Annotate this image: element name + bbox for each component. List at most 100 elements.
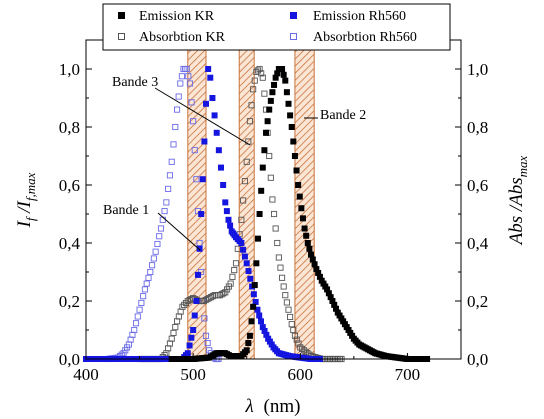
data-point — [261, 147, 268, 154]
x-axis-variable: λ — [245, 396, 254, 417]
data-point — [283, 299, 290, 306]
data-point — [267, 174, 274, 181]
legend-label-absorbtion-kr: Absorbtion KR — [139, 30, 226, 45]
data-point — [131, 326, 138, 334]
data-point — [215, 147, 222, 154]
data-point — [250, 303, 257, 310]
data-point — [248, 318, 255, 325]
data-point — [256, 65, 263, 73]
data-point — [147, 268, 154, 276]
data-point — [280, 71, 287, 78]
data-point — [172, 123, 179, 131]
data-point — [315, 269, 322, 276]
data-point — [205, 66, 212, 72]
y-tick-label-left: 1,0 — [59, 60, 80, 79]
data-point — [333, 305, 339, 312]
data-point — [183, 65, 190, 73]
data-point — [254, 235, 261, 242]
data-point — [227, 280, 234, 287]
data-point — [287, 112, 294, 119]
data-point — [271, 81, 278, 88]
data-point — [250, 291, 257, 298]
data-point — [288, 321, 295, 328]
data-point — [293, 336, 300, 343]
y-axis-left-title: If /If,max — [14, 172, 38, 228]
data-point — [220, 182, 227, 188]
data-point — [243, 158, 250, 165]
data-point — [209, 95, 216, 101]
x-tick-label: 600 — [288, 365, 314, 384]
legend-marker-emission-rh560 — [290, 12, 297, 19]
y-left-mid: /I — [14, 199, 35, 217]
data-point — [196, 239, 203, 247]
data-point — [211, 112, 218, 119]
data-point — [266, 152, 273, 160]
bande-1-label: Bande 1 — [103, 203, 149, 218]
data-point — [170, 141, 177, 148]
x-tick-label: 400 — [73, 365, 99, 384]
x-tick-label: 700 — [395, 365, 421, 384]
y-tick-label-right: 0,8 — [467, 118, 488, 137]
data-point — [299, 215, 306, 222]
data-point — [223, 208, 230, 215]
data-point — [298, 205, 305, 212]
data-point — [253, 260, 260, 267]
y-left-sub1: f — [23, 215, 38, 221]
data-point — [259, 74, 266, 81]
data-point — [291, 153, 298, 159]
data-point — [285, 306, 292, 313]
data-point — [174, 106, 181, 113]
data-point — [198, 211, 205, 217]
data-point — [188, 99, 195, 106]
data-point — [238, 216, 245, 223]
data-point — [245, 268, 252, 275]
data-point — [241, 178, 248, 185]
data-point — [179, 303, 186, 310]
data-point — [149, 262, 156, 269]
y-tick-label-right: 0,2 — [467, 292, 488, 311]
data-point — [279, 66, 286, 72]
data-point — [243, 347, 250, 354]
data-point — [186, 80, 193, 87]
y-right-sub: max — [515, 155, 530, 177]
data-point — [161, 208, 168, 215]
data-point — [201, 315, 208, 322]
data-point — [229, 273, 236, 280]
data-point — [250, 86, 257, 93]
data-point — [243, 260, 250, 267]
y-tick-label-right: 0,4 — [467, 234, 489, 253]
data-point — [295, 340, 302, 347]
data-point — [272, 225, 279, 232]
data-point — [204, 340, 211, 347]
bande-3-pointer — [154, 87, 251, 146]
data-point — [190, 327, 197, 333]
data-point — [218, 291, 225, 298]
data-point — [231, 267, 238, 274]
data-point — [157, 225, 165, 232]
data-point — [218, 164, 224, 171]
data-point — [267, 97, 274, 104]
data-point — [259, 324, 266, 331]
data-point — [240, 197, 247, 204]
data-point — [159, 216, 166, 223]
data-point — [193, 176, 200, 183]
data-point — [272, 74, 279, 81]
y-tick-label-right: 0,0 — [467, 350, 488, 369]
data-point — [185, 73, 192, 80]
data-point — [293, 167, 300, 174]
data-point — [258, 318, 264, 325]
y-right-base: Abs /Abs — [506, 177, 527, 246]
data-point — [240, 246, 247, 253]
data-point — [252, 298, 259, 305]
band-1-region — [187, 39, 207, 360]
data-point — [280, 283, 287, 290]
data-point — [154, 240, 161, 248]
data-point — [263, 331, 270, 338]
data-point — [277, 264, 284, 271]
y-axis-right-title: Abs /Absmax — [506, 155, 530, 246]
data-point — [143, 280, 150, 287]
y-tick-label-right: 1,0 — [467, 60, 488, 79]
data-point — [275, 254, 282, 261]
data-point — [140, 293, 147, 300]
data-point — [193, 298, 200, 304]
